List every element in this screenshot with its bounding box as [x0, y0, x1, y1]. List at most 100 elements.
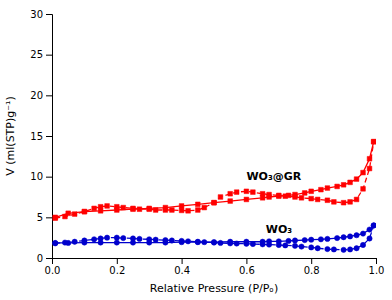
- series: [53, 139, 376, 220]
- tick-label: 1.0: [369, 265, 385, 276]
- marker: [371, 139, 376, 144]
- marker: [92, 206, 97, 211]
- marker: [179, 239, 184, 244]
- y-axis-title: V (ml(STP)g⁻¹): [4, 96, 17, 176]
- marker: [341, 182, 346, 187]
- marker: [130, 240, 135, 245]
- marker: [367, 227, 372, 232]
- tick-label: 0.8: [304, 265, 320, 276]
- tick: 0.4: [174, 258, 190, 276]
- marker: [98, 240, 103, 245]
- marker: [335, 184, 340, 189]
- series: [53, 139, 376, 219]
- marker: [228, 199, 233, 204]
- marker: [367, 156, 372, 161]
- tick-label: 25: [30, 49, 43, 60]
- marker: [53, 216, 58, 221]
- tick-label: 10: [30, 171, 43, 182]
- marker: [318, 237, 323, 242]
- marker: [53, 240, 58, 245]
- tick-mark: [46, 95, 52, 96]
- marker: [244, 189, 249, 194]
- marker: [315, 197, 320, 202]
- tick-mark: [182, 258, 183, 264]
- plot: 0.00.20.40.60.81.0051015202530WO₃@GRWO₃: [30, 9, 384, 276]
- tick: 25: [30, 49, 52, 60]
- marker: [131, 206, 136, 211]
- marker: [260, 195, 265, 200]
- marker: [251, 190, 256, 195]
- marker: [104, 235, 109, 240]
- marker: [348, 180, 353, 185]
- marker: [163, 240, 168, 245]
- marker: [218, 195, 223, 200]
- marker: [66, 240, 71, 245]
- tick-mark: [117, 258, 118, 264]
- tick-mark: [46, 177, 52, 178]
- marker: [66, 211, 71, 216]
- marker: [292, 243, 297, 248]
- tick-label: 0.6: [239, 265, 255, 276]
- marker: [309, 189, 314, 194]
- marker: [260, 239, 265, 244]
- marker: [105, 204, 110, 209]
- series: [53, 223, 376, 246]
- x-axis-title: Relative Pressure (P/Pₒ): [150, 282, 278, 295]
- marker: [347, 234, 352, 239]
- marker: [354, 246, 359, 251]
- marker: [195, 239, 200, 244]
- marker: [114, 240, 119, 245]
- marker: [266, 239, 271, 244]
- marker: [244, 197, 249, 202]
- marker: [325, 198, 330, 203]
- line: [55, 225, 373, 249]
- marks: [53, 139, 376, 252]
- tick: 15: [30, 131, 52, 142]
- marker: [179, 208, 184, 213]
- marker: [202, 205, 207, 210]
- marker: [153, 237, 158, 242]
- marker: [72, 239, 77, 244]
- marker: [276, 239, 281, 244]
- marker: [325, 246, 330, 251]
- marker: [218, 240, 223, 245]
- tick-label: 20: [30, 90, 43, 101]
- chart: 0.00.20.40.60.81.0051015202530WO₃@GRWO₃R…: [0, 0, 392, 300]
- x-axis: 0.00.20.40.60.81.0: [45, 258, 385, 276]
- marker: [371, 223, 376, 228]
- marker: [53, 241, 58, 246]
- marker: [354, 197, 359, 202]
- marker: [98, 208, 103, 213]
- marker: [137, 236, 142, 241]
- marker: [360, 242, 365, 247]
- tick-label: 0.2: [109, 265, 125, 276]
- marker: [147, 240, 152, 245]
- marker: [185, 239, 190, 244]
- marker: [367, 236, 372, 241]
- marker: [228, 191, 233, 196]
- marker: [170, 208, 175, 213]
- marker: [302, 191, 307, 196]
- marker: [341, 200, 346, 205]
- marker: [286, 193, 291, 198]
- marker: [371, 223, 376, 228]
- marker: [309, 245, 314, 250]
- marker: [244, 239, 249, 244]
- tick: 0: [37, 253, 52, 264]
- tick: 0.2: [109, 258, 125, 276]
- marker: [299, 244, 304, 249]
- marker: [147, 207, 152, 212]
- tick-mark: [246, 258, 247, 264]
- line: [55, 142, 373, 218]
- marker: [53, 215, 58, 220]
- tick-mark: [311, 258, 312, 264]
- marker: [302, 237, 307, 242]
- marker: [354, 177, 359, 182]
- marker: [179, 204, 184, 209]
- marker: [212, 200, 217, 205]
- marker: [147, 206, 152, 211]
- marker: [332, 200, 337, 205]
- marker: [195, 239, 200, 244]
- tick: 0.6: [239, 258, 255, 276]
- marker: [319, 187, 324, 192]
